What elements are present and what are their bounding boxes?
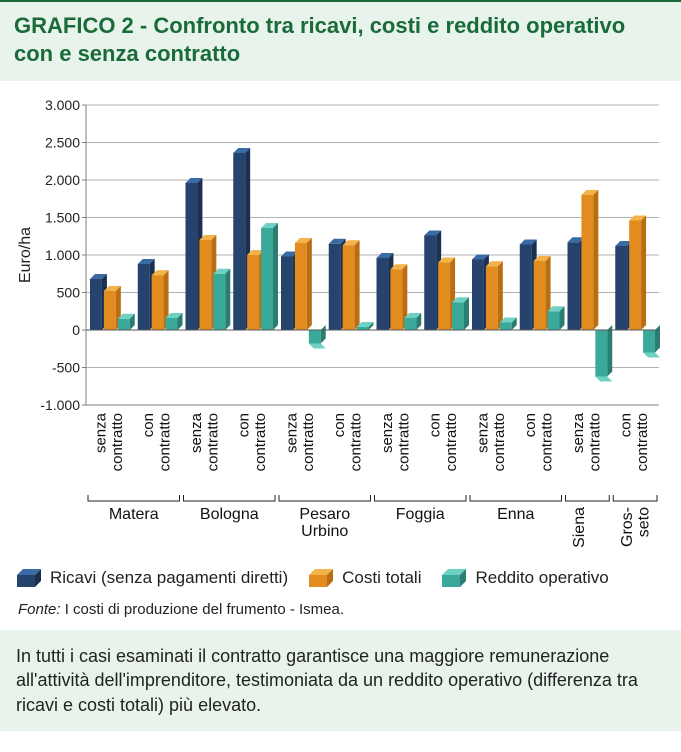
svg-text:-500: -500 [52, 360, 80, 376]
legend-item-costi: Costi totali [306, 567, 421, 589]
svg-text:senzacontratto: senzacontratto [92, 412, 126, 471]
svg-text:3.000: 3.000 [45, 97, 80, 113]
legend-swatch-icon [306, 567, 336, 589]
caption-block: In tutti i casi esaminati il contratto g… [0, 630, 681, 731]
svg-text:Siena: Siena [571, 507, 588, 548]
legend: Ricavi (senza pagamenti diretti) Costi t… [0, 559, 681, 595]
source-label: Fonte: [18, 601, 61, 618]
svg-text:PesaroUrbino: PesaroUrbino [299, 506, 350, 540]
svg-text:-1.000: -1.000 [40, 397, 80, 413]
legend-item-reddito: Reddito operativo [439, 567, 608, 589]
svg-text:Enna: Enna [497, 506, 534, 523]
svg-text:1.500: 1.500 [45, 210, 80, 226]
svg-text:Bologna: Bologna [200, 506, 259, 523]
chart-area: -1.000 -500 0 500 1.000 1.500 2.000 2.500 3.000 E… [0, 81, 681, 559]
svg-text:Gros-seto: Gros-seto [619, 507, 653, 547]
svg-text:500: 500 [57, 285, 81, 301]
svg-text:2.000: 2.000 [45, 172, 80, 188]
chart-title-block: GRAFICO 2 - Confronto tra ricavi, costi … [0, 0, 681, 81]
legend-label: Costi totali [342, 568, 421, 588]
svg-text:Foggia: Foggia [396, 506, 445, 523]
svg-text:senzacontratto: senzacontratto [188, 412, 222, 471]
caption-text: In tutti i casi esaminati il contratto g… [16, 646, 638, 715]
svg-text:0: 0 [72, 322, 80, 338]
legend-label: Reddito operativo [475, 568, 608, 588]
bar-chart: -1.000 -500 0 500 1.000 1.500 2.000 2.500 3.000 E… [14, 95, 667, 555]
svg-text:concontratto: concontratto [331, 413, 365, 471]
legend-item-ricavi: Ricavi (senza pagamenti diretti) [14, 567, 288, 589]
svg-text:senzacontratto: senzacontratto [474, 412, 508, 471]
legend-swatch-icon [439, 567, 469, 589]
svg-text:concontratto: concontratto [140, 413, 174, 471]
svg-text:senzacontratto: senzacontratto [379, 412, 413, 471]
svg-text:concontratto: concontratto [618, 413, 652, 471]
svg-text:1.000: 1.000 [45, 247, 80, 263]
chart-title: GRAFICO 2 - Confronto tra ricavi, costi … [14, 12, 667, 67]
svg-text:Euro/ha: Euro/ha [17, 227, 34, 283]
svg-text:senzacontratto: senzacontratto [283, 412, 317, 471]
svg-text:Matera: Matera [109, 506, 159, 523]
svg-text:concontratto: concontratto [236, 413, 270, 471]
svg-text:concontratto: concontratto [427, 413, 461, 471]
svg-text:2.500: 2.500 [45, 135, 80, 151]
svg-text:concontratto: concontratto [522, 413, 556, 471]
source-line: Fonte: I costi di produzione del frument… [0, 595, 681, 630]
legend-swatch-icon [14, 567, 44, 589]
source-text: I costi di produzione del frumento - Ism… [61, 601, 344, 618]
svg-text:senzacontratto: senzacontratto [570, 412, 604, 471]
legend-label: Ricavi (senza pagamenti diretti) [50, 568, 288, 588]
